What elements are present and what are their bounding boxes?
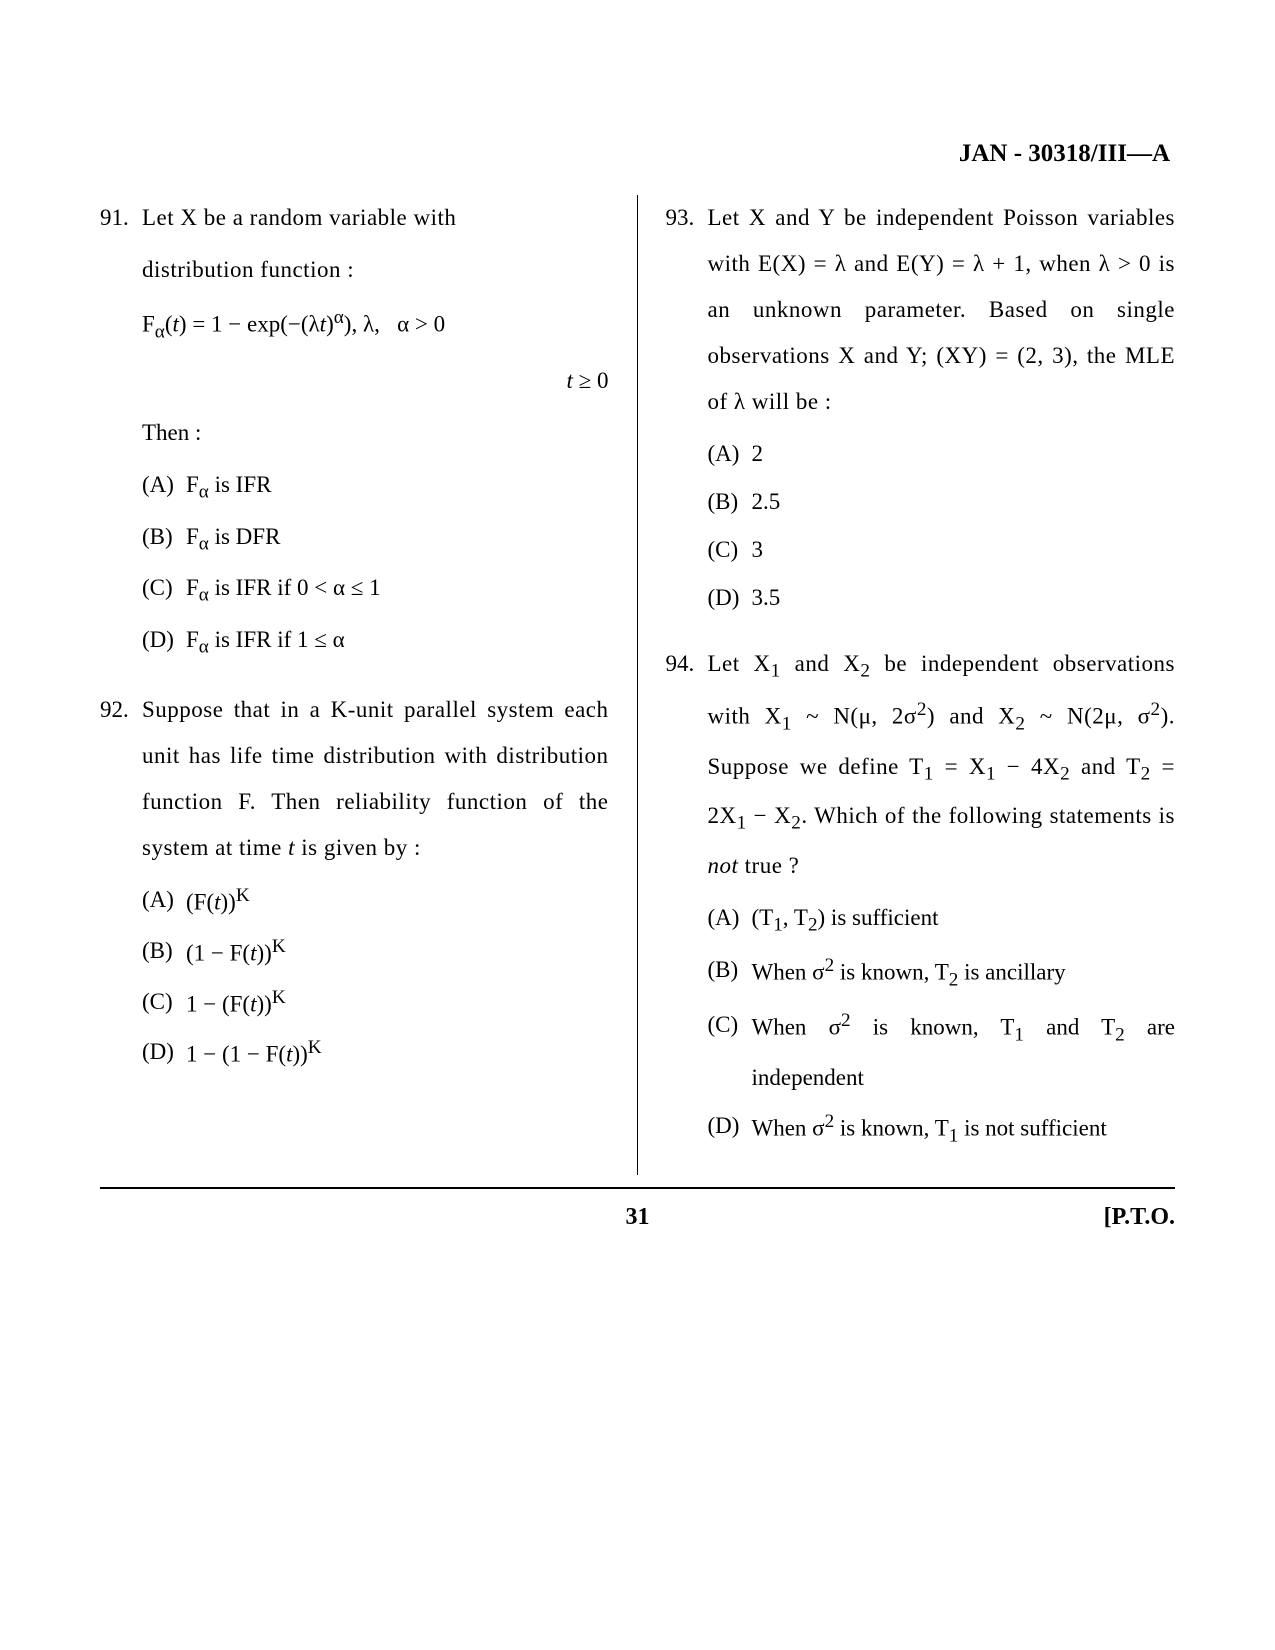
question-body: Let X1 and X2 be independent observation… — [708, 641, 1176, 1157]
option-label: (A) — [142, 877, 186, 926]
question: 93.Let X and Y be independent Poisson va… — [666, 195, 1176, 623]
option: (B)(1 − F(t))K — [142, 928, 609, 977]
options-list: (A)(T1, T2) is sufficient(B)When σ2 is k… — [708, 895, 1176, 1155]
option-text: 1 − (F(t))K — [186, 979, 609, 1028]
options-list: (A)Fα is IFR(B)Fα is DFR(C)Fα is IFR if … — [142, 462, 609, 668]
option-label: (C) — [708, 527, 752, 573]
option-text: When σ2 is known, T1 and T2 are independ… — [752, 1002, 1176, 1101]
option-text: (1 − F(t))K — [186, 928, 609, 977]
option-text: Fα is IFR if 1 ≤ α — [186, 617, 609, 667]
question-body: Suppose that in a K-unit parallel system… — [142, 687, 609, 1080]
option-text: (T1, T2) is sufficient — [752, 895, 1176, 945]
question-number: 94. — [666, 641, 708, 1157]
question-body: Let X be a random variable with distribut… — [142, 195, 609, 669]
question: 91.Let X be a random variable with distri… — [100, 195, 609, 669]
option-label: (D) — [708, 575, 752, 621]
page: JAN - 30318/III—A 91.Let X be a random v… — [0, 0, 1275, 1650]
option-label: (C) — [142, 979, 186, 1028]
option: (B)2.5 — [708, 479, 1176, 525]
left-column: 91.Let X be a random variable with distri… — [100, 195, 638, 1175]
option: (A)Fα is IFR — [142, 462, 609, 512]
option-text: 1 − (1 − F(t))K — [186, 1029, 609, 1078]
question-number: 92. — [100, 687, 142, 1080]
exam-header: JAN - 30318/III—A — [959, 140, 1170, 168]
option-text: When σ2 is known, T2 is ancillary — [752, 947, 1176, 1000]
option: (A)(T1, T2) is sufficient — [708, 895, 1176, 945]
option: (A)2 — [708, 431, 1176, 477]
option-label: (C) — [142, 565, 186, 615]
option-label: (B) — [142, 928, 186, 977]
option-text: Fα is IFR — [186, 462, 609, 512]
content-area: 91.Let X be a random variable with distri… — [100, 195, 1175, 1189]
question-stem: Let X1 and X2 be independent observation… — [708, 641, 1176, 889]
option-text: Fα is DFR — [186, 514, 609, 564]
question-post-text: Then : — [142, 410, 609, 456]
option-label: (D) — [142, 1029, 186, 1078]
question-stem: Suppose that in a K-unit parallel system… — [142, 687, 609, 871]
option: (B)When σ2 is known, T2 is ancillary — [708, 947, 1176, 1000]
option-text: 3 — [752, 527, 1176, 573]
option: (C)When σ2 is known, T1 and T2 are indep… — [708, 1002, 1176, 1101]
equation-condition: t ≥ 0 — [142, 358, 609, 404]
option: (D)Fα is IFR if 1 ≤ α — [142, 617, 609, 667]
option-text: When σ2 is known, T1 is not sufficient — [752, 1103, 1176, 1156]
option: (D)1 − (1 − F(t))K — [142, 1029, 609, 1078]
option-label: (B) — [142, 514, 186, 564]
option-text: 2 — [752, 431, 1176, 477]
option: (D)When σ2 is known, T1 is not sufficien… — [708, 1103, 1176, 1156]
options-list: (A)(F(t))K(B)(1 − F(t))K(C)1 − (F(t))K(D… — [142, 877, 609, 1078]
option: (B)Fα is DFR — [142, 514, 609, 564]
page-footer: 31 [P.T.O. — [100, 1204, 1175, 1231]
option-label: (D) — [142, 617, 186, 667]
option-label: (C) — [708, 1002, 752, 1101]
question-number: 93. — [666, 195, 708, 623]
option-label: (A) — [708, 431, 752, 477]
question-body: Let X and Y be independent Poisson varia… — [708, 195, 1176, 623]
option: (C)Fα is IFR if 0 < α ≤ 1 — [142, 565, 609, 615]
equation: Fα(t) = 1 − exp(−(λt)α), λ, α > 0 — [142, 299, 609, 352]
question-stem: distribution function : — [142, 247, 609, 293]
option: (C)3 — [708, 527, 1176, 573]
option-label: (B) — [708, 479, 752, 525]
question-stem: Let X and Y be independent Poisson varia… — [708, 195, 1176, 425]
page-number: 31 — [626, 1204, 650, 1231]
option-text: 3.5 — [752, 575, 1176, 621]
question: 92.Suppose that in a K-unit parallel sys… — [100, 687, 609, 1080]
option-label: (B) — [708, 947, 752, 1000]
option-label: (D) — [708, 1103, 752, 1156]
question-stem: Let X be a random variable with — [142, 195, 609, 241]
option: (C)1 − (F(t))K — [142, 979, 609, 1028]
right-column: 93.Let X and Y be independent Poisson va… — [638, 195, 1176, 1175]
option: (D)3.5 — [708, 575, 1176, 621]
option-label: (A) — [142, 462, 186, 512]
option: (A)(F(t))K — [142, 877, 609, 926]
option-text: (F(t))K — [186, 877, 609, 926]
options-list: (A)2(B)2.5(C)3(D)3.5 — [708, 431, 1176, 621]
question: 94.Let X1 and X2 be independent observat… — [666, 641, 1176, 1157]
pto-label: [P.T.O. — [1104, 1204, 1175, 1231]
option-text: Fα is IFR if 0 < α ≤ 1 — [186, 565, 609, 615]
option-label: (A) — [708, 895, 752, 945]
question-number: 91. — [100, 195, 142, 669]
option-text: 2.5 — [752, 479, 1176, 525]
